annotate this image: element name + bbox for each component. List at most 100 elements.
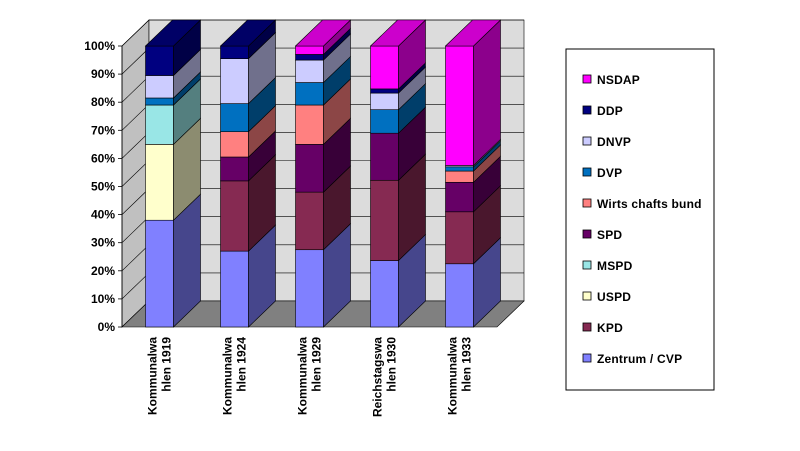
x-tick-label-line: Kommunalwa xyxy=(221,337,235,415)
bar-segment-front xyxy=(445,166,474,172)
bar-segment xyxy=(220,130,276,182)
y-tick-label: 70% xyxy=(91,123,115,137)
legend-swatch xyxy=(582,198,592,208)
legend-item: SPD xyxy=(582,228,622,242)
x-tick-label-line: hlen 1929 xyxy=(310,337,324,392)
x-tick-label: Kommunalwa hlen 1929 xyxy=(296,337,324,415)
y-tick-label: 80% xyxy=(91,95,115,109)
legend-swatch xyxy=(582,74,592,84)
bar-stack xyxy=(294,19,352,328)
bar-segment-front xyxy=(295,82,324,106)
legend-label: SPD xyxy=(597,228,622,242)
x-tick-label-line: Kommunalwa xyxy=(446,337,460,415)
bar-segment xyxy=(295,55,351,106)
x-axis-labels: Kommunalwa hlen 1919 Kommunalwa hlen 1924 Ko… xyxy=(146,337,474,417)
bar-segment xyxy=(220,104,276,158)
bar-segment xyxy=(369,19,427,90)
bar-segment-front xyxy=(445,45,474,166)
legend-item: NSDAP xyxy=(582,73,640,87)
x-tick-label-line: Kommunalwa xyxy=(296,337,310,415)
bar-segment-front xyxy=(145,104,174,145)
x-tick-label-line: hlen 1924 xyxy=(235,337,249,392)
y-tick-label: 10% xyxy=(91,292,115,306)
x-tick-label: Kommunalwa hlen 1924 xyxy=(221,337,249,415)
legend-label: DNVP xyxy=(597,135,631,149)
bar-segment xyxy=(145,117,201,221)
bar-stack xyxy=(219,19,277,328)
legend-swatch xyxy=(582,260,592,270)
bar-segment xyxy=(220,224,276,328)
legend-swatch xyxy=(582,291,592,301)
bar-segment-front xyxy=(370,92,399,110)
legend-label: DDP xyxy=(597,104,623,118)
bar-segment-front xyxy=(220,103,249,133)
legend-item: Zentrum / CVP xyxy=(582,352,682,366)
bar-segment-front xyxy=(220,156,249,182)
bar-segment-front xyxy=(145,75,174,99)
bar-segment-front xyxy=(445,211,474,265)
legend: NSDAP DDP DNVP DVP Wirts chafts bund SPD MSPD U… xyxy=(565,48,715,391)
bar-segment-top xyxy=(294,19,352,47)
bar-segment-front xyxy=(220,45,249,59)
bar-segment-front xyxy=(295,59,324,83)
bar-segment-top xyxy=(144,19,202,47)
bar-segment-front xyxy=(220,58,249,104)
bar-segment-front xyxy=(295,144,324,193)
legend-label: Zentrum / CVP xyxy=(597,352,682,366)
bar-segment-front xyxy=(445,263,474,328)
bar-segment-front xyxy=(445,181,474,213)
legend-swatch xyxy=(582,167,592,177)
bar-segment-front xyxy=(295,54,324,61)
bar-segment xyxy=(445,185,501,265)
bar-segment-front xyxy=(145,219,174,328)
y-tick-label: 20% xyxy=(91,264,115,278)
x-tick-label-line: hlen 1930 xyxy=(385,337,399,392)
legend-item: MSPD xyxy=(582,259,633,273)
bar-segment-front xyxy=(295,191,324,251)
bar-segment xyxy=(294,19,352,56)
x-tick-label-line: hlen 1919 xyxy=(160,337,174,392)
y-tick-label: 30% xyxy=(91,236,115,250)
bar-segment-front xyxy=(295,45,324,55)
bar-segment-front xyxy=(220,180,249,252)
bar-segment xyxy=(295,33,351,84)
bar-segment xyxy=(220,154,276,252)
bar-segment xyxy=(145,48,201,99)
legend-swatch xyxy=(582,353,592,363)
legend-box xyxy=(565,48,715,391)
y-tick-label: 60% xyxy=(91,151,115,165)
y-tick-label: 50% xyxy=(91,180,115,194)
x-tick-label: Reichstagswa hlen 1930 xyxy=(371,337,399,417)
bar-segment-top xyxy=(369,19,427,47)
x-tick-label: Kommunalwa hlen 1933 xyxy=(446,337,474,415)
legend-label: KPD xyxy=(597,321,623,335)
bar-segment xyxy=(144,19,202,77)
legend-item: KPD xyxy=(582,321,623,335)
bar-segment xyxy=(445,237,501,328)
legend-label: NSDAP xyxy=(597,73,640,87)
y-tick-label: 90% xyxy=(91,67,115,81)
bar-segment xyxy=(444,19,502,167)
legend-swatch xyxy=(582,229,592,239)
bar-segment-front xyxy=(145,97,174,106)
y-tick-label: 100% xyxy=(84,39,115,53)
bar-stack xyxy=(444,19,502,328)
x-tick-label-line: Kommunalwa xyxy=(146,337,160,415)
bar-segment xyxy=(370,106,426,181)
x-tick-label-line: Reichstagswa xyxy=(371,337,385,417)
legend-label: MSPD xyxy=(597,259,633,273)
bar-segment-front xyxy=(295,104,324,145)
legend-item: DDP xyxy=(582,104,623,118)
y-tick-label: 0% xyxy=(98,320,116,334)
bar-segment-front xyxy=(445,170,474,183)
bar-segment xyxy=(295,223,351,328)
bar-segment-front xyxy=(370,88,399,94)
legend-item: Wirts chafts bund xyxy=(582,197,701,211)
x-tick-label-line: hlen 1933 xyxy=(460,337,474,392)
bar-segment xyxy=(370,153,426,262)
bar-segment-front xyxy=(145,45,174,76)
bar-segment-front xyxy=(220,131,249,158)
legend-label: USPD xyxy=(597,290,631,304)
legend-swatch xyxy=(582,136,592,146)
